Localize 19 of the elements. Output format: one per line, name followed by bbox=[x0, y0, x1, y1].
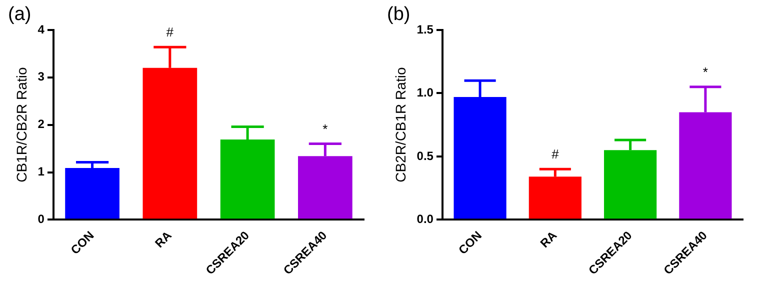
y-tick-label: 3 bbox=[38, 70, 45, 84]
annotation: # bbox=[166, 24, 174, 40]
y-tick-label: 1.0 bbox=[416, 86, 434, 100]
y-tick-label: 0.0 bbox=[416, 212, 434, 226]
annotation: * bbox=[322, 121, 328, 136]
chart-title: (a) bbox=[8, 4, 32, 26]
y-tick-label: 2 bbox=[38, 117, 45, 132]
y-tick-label: 1.5 bbox=[416, 22, 434, 36]
y-tick-label: 4 bbox=[38, 22, 45, 36]
x-tick-label: RA bbox=[537, 228, 560, 250]
annotation: # bbox=[552, 146, 560, 162]
y-axis-title: CB2R/CB1R Ratio bbox=[392, 67, 408, 182]
y-axis-title: CB1R/CB2R Ratio bbox=[13, 67, 30, 182]
y-tick-label: 0.5 bbox=[416, 148, 434, 163]
y-tick-label: 1 bbox=[38, 164, 45, 179]
annotation: * bbox=[702, 64, 708, 80]
y-tick-label: 0 bbox=[38, 212, 45, 226]
chart-title: (b) bbox=[387, 4, 410, 26]
x-tick-label: RA bbox=[152, 228, 175, 250]
